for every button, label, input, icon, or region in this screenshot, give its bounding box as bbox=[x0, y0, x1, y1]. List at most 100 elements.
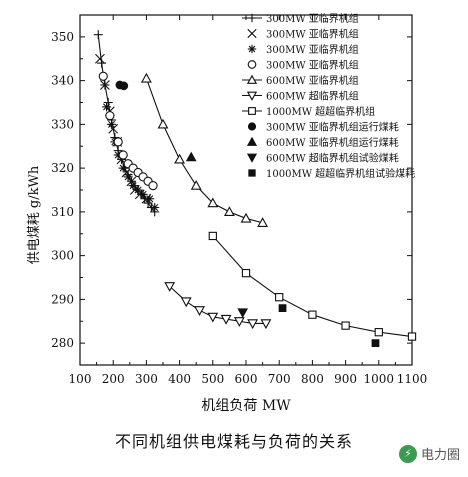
legend-label: 600MW 超临界机组试验煤耗 bbox=[266, 152, 399, 165]
y-tick-label: 350 bbox=[51, 30, 74, 44]
legend-marker-shape bbox=[248, 45, 256, 53]
data-point-s2-shape bbox=[103, 103, 111, 111]
legend-marker-shape bbox=[247, 122, 257, 131]
figure-caption: 不同机组供电煤耗与负荷的关系 bbox=[114, 432, 353, 451]
data-point-s6-shape bbox=[241, 268, 251, 278]
data-point-s5 bbox=[260, 319, 272, 330]
data-point-s2-shape bbox=[108, 120, 116, 128]
data-point-s3-shape bbox=[148, 181, 158, 191]
data-point-s2 bbox=[107, 119, 117, 129]
data-point-s4-shape bbox=[140, 72, 152, 83]
data-point-s6 bbox=[275, 293, 284, 302]
x-tick-label: 300 bbox=[135, 372, 158, 386]
data-point-s3 bbox=[98, 71, 108, 81]
data-point-s4 bbox=[257, 217, 269, 227]
legend-marker-shape bbox=[246, 74, 258, 84]
legend-marker bbox=[247, 13, 257, 23]
legend-marker-shape bbox=[246, 91, 258, 101]
y-axis-label: 供电煤耗 g/kWh bbox=[27, 165, 42, 264]
data-point-s9-shape bbox=[237, 308, 249, 319]
series-line-5 bbox=[169, 285, 266, 324]
data-point-s2 bbox=[138, 189, 148, 199]
data-point-s2-shape bbox=[129, 182, 137, 190]
data-point-s1-shape bbox=[100, 80, 110, 90]
legend-label: 300MW 亚临界机组 bbox=[266, 28, 359, 41]
x-tick-label: 400 bbox=[168, 372, 191, 386]
legend-label: 600MW 亚临界机组运行煤耗 bbox=[266, 136, 399, 149]
data-point-s6 bbox=[374, 328, 383, 337]
data-point-s6 bbox=[241, 268, 251, 278]
data-point-s2 bbox=[150, 203, 160, 212]
x-tick-label: 200 bbox=[102, 372, 125, 386]
data-point-s2 bbox=[145, 194, 155, 204]
data-point-s2-shape bbox=[139, 190, 147, 198]
y-tick-label: 310 bbox=[51, 205, 74, 219]
data-point-s2-shape bbox=[124, 173, 132, 181]
y-tick-label: 280 bbox=[51, 336, 74, 350]
data-point-s3-shape bbox=[98, 71, 108, 81]
data-point-s10-shape bbox=[278, 304, 287, 312]
legend-label: 1000MW 超超临界机组试验煤耗 bbox=[266, 167, 415, 180]
data-point-s5-shape bbox=[233, 317, 245, 327]
legend-marker bbox=[246, 74, 258, 84]
data-point-s5 bbox=[233, 317, 245, 327]
y-tick-label: 320 bbox=[51, 161, 74, 175]
data-point-s4-shape bbox=[240, 212, 252, 223]
x-tick-label: 800 bbox=[301, 372, 324, 386]
legend-label: 1000MW 超超临界机组 bbox=[266, 105, 375, 118]
data-point-s6-shape bbox=[208, 231, 217, 241]
data-point-s10 bbox=[371, 339, 380, 347]
legend-label: 600MW 亚临界机组 bbox=[266, 74, 359, 87]
data-point-s10 bbox=[278, 304, 287, 312]
data-point-s3 bbox=[118, 150, 128, 160]
data-point-s5 bbox=[207, 312, 219, 323]
data-point-s5-shape bbox=[194, 306, 205, 316]
data-point-s5-shape bbox=[164, 282, 176, 292]
x-axis-label: 机组负荷 MW bbox=[201, 398, 291, 414]
data-point-s5 bbox=[220, 314, 232, 325]
data-point-s4 bbox=[207, 197, 219, 208]
legend-marker-shape bbox=[248, 169, 256, 177]
legend-marker bbox=[247, 44, 257, 54]
data-point-s6-shape bbox=[374, 328, 383, 337]
data-point-s6-shape bbox=[308, 310, 317, 319]
legend-marker bbox=[246, 153, 258, 163]
x-tick-label: 500 bbox=[201, 372, 224, 386]
data-point-s5-shape bbox=[247, 319, 259, 330]
data-point-s4 bbox=[174, 153, 186, 164]
data-point-s8-shape bbox=[185, 151, 197, 162]
data-point-s2-shape bbox=[134, 186, 142, 194]
data-point-s3 bbox=[148, 181, 158, 191]
legend-marker-shape bbox=[246, 136, 258, 146]
legend-marker bbox=[248, 169, 256, 177]
legend-marker-shape bbox=[247, 60, 257, 69]
data-point-s3-shape bbox=[118, 150, 128, 160]
data-point-s6-shape bbox=[341, 321, 350, 330]
data-point-s2-shape bbox=[146, 195, 154, 203]
data-point-s4 bbox=[223, 206, 235, 217]
data-point-s2 bbox=[102, 102, 112, 112]
data-point-s4 bbox=[140, 72, 152, 83]
data-point-s6 bbox=[341, 321, 350, 330]
data-point-s5-shape bbox=[220, 314, 232, 325]
data-point-s5-shape bbox=[180, 297, 192, 308]
data-point-s10-shape bbox=[371, 339, 380, 347]
plot-frame bbox=[79, 14, 413, 366]
data-point-s2 bbox=[123, 172, 133, 182]
data-point-s6-shape bbox=[275, 293, 284, 302]
legend-label: 300MW 亚临界机组 bbox=[266, 59, 359, 72]
legend-marker bbox=[246, 136, 258, 146]
data-point-s4 bbox=[157, 118, 169, 129]
data-point-s4-shape bbox=[223, 206, 235, 217]
data-point-s4 bbox=[240, 212, 252, 223]
data-point-s4-shape bbox=[157, 118, 169, 129]
series-line-4 bbox=[145, 78, 263, 224]
watermark: ⚡ 电力圈 bbox=[398, 444, 460, 463]
data-point-s3-shape bbox=[113, 137, 123, 147]
legend-marker-shape bbox=[247, 28, 257, 39]
data-point-s7-shape bbox=[119, 81, 129, 91]
data-point-s1 bbox=[95, 53, 105, 64]
legend-label: 300MW 亚临界机组 bbox=[266, 12, 359, 25]
y-tick-label: 290 bbox=[51, 292, 74, 306]
